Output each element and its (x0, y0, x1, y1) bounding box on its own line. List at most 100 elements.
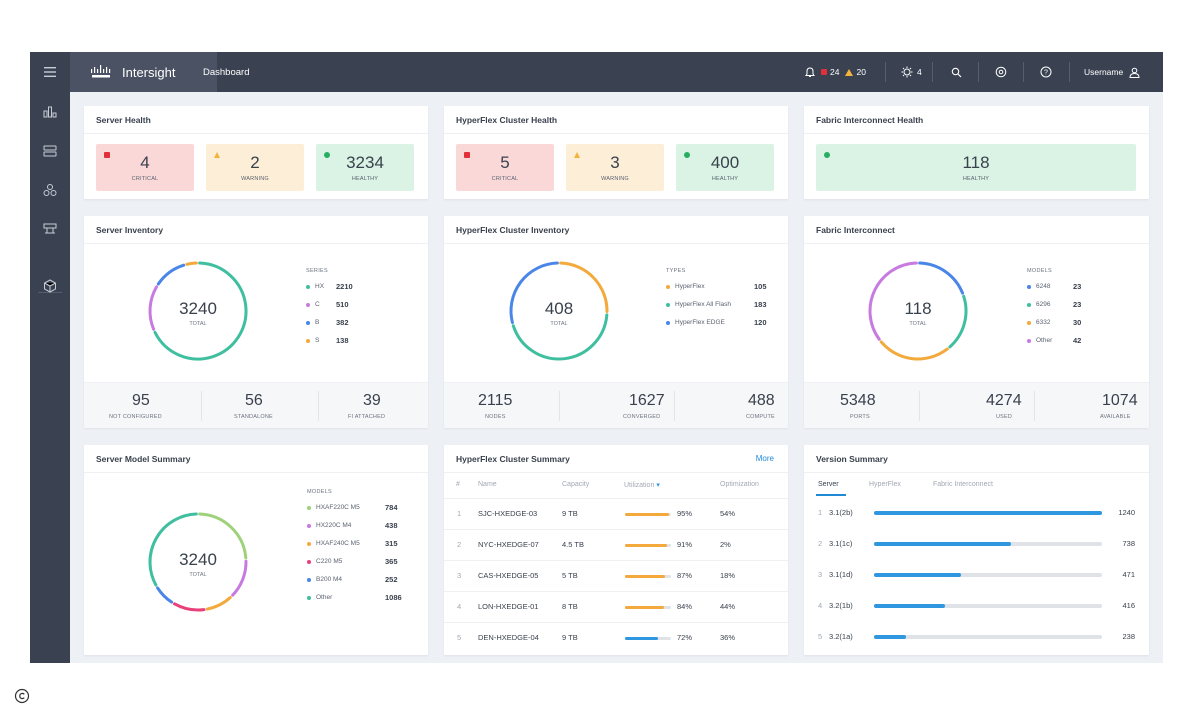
hx-critical-tile[interactable]: 5 CRITICAL (456, 144, 554, 191)
legend-item[interactable]: 6248 23 (1027, 282, 1093, 301)
server-healthy-tile[interactable]: 3234 HEALTHY (316, 144, 414, 191)
col-header-name[interactable]: Name (478, 481, 497, 488)
nav-servers-icon[interactable] (43, 144, 57, 158)
donut-segment[interactable] (879, 340, 949, 361)
legend-item[interactable]: 6332 30 (1027, 318, 1093, 337)
legend-item[interactable]: HX220C M4 438 (307, 521, 407, 540)
user-menu[interactable]: Username (1084, 52, 1140, 92)
version-row[interactable]: 4 3.2(1b) 416 (804, 591, 1149, 622)
version-bar (874, 542, 1102, 546)
donut-segment[interactable] (948, 294, 968, 349)
legend-item[interactable]: HXAF240C M5 315 (307, 539, 407, 558)
legend-item[interactable]: 6296 23 (1027, 300, 1093, 319)
version-row[interactable]: 3 3.1(1d) 471 (804, 560, 1149, 591)
hx-warning-tile[interactable]: 3 WARNING (566, 144, 664, 191)
nav-devices-icon[interactable] (43, 279, 57, 293)
donut-segment[interactable] (153, 261, 248, 361)
stat-label: AVAILABLE (1100, 414, 1131, 420)
nav-dashboard-icon[interactable] (43, 105, 57, 119)
utilization-bar-fill (625, 513, 669, 516)
donut-segment[interactable] (868, 261, 918, 341)
donut-segment[interactable] (172, 602, 206, 612)
brand[interactable]: Intersight (70, 52, 217, 92)
donut-segment[interactable] (185, 261, 198, 266)
search-button[interactable] (951, 52, 962, 92)
donut-segment[interactable] (205, 596, 232, 611)
legend-label: 6332 (1036, 319, 1051, 326)
legend-item[interactable]: Other 1086 (307, 593, 407, 612)
col-header-utilization[interactable]: Utilization ▾ (624, 481, 660, 489)
hx-inventory-donut[interactable]: 408 TOTAL (507, 259, 611, 363)
nodes-stat[interactable]: 2115 NODES (444, 383, 559, 429)
version-row[interactable]: 2 3.1(1c) 738 (804, 529, 1149, 560)
not-configured-stat[interactable]: 95 NOT CONFIGURED (84, 383, 199, 429)
hx-critical-value: 5 (500, 153, 510, 172)
menu-button[interactable] (30, 52, 70, 92)
donut-segment[interactable] (918, 261, 965, 295)
legend-item[interactable]: B200 M4 252 (307, 575, 407, 594)
legend-item[interactable]: HyperFlex All Flash 183 (666, 300, 774, 319)
table-row[interactable]: 3 CAS-HXEDGE-05 5 TB 87% 18% (444, 560, 788, 591)
legend-item[interactable]: HyperFlex 105 (666, 282, 774, 301)
version-name: 3.2(1b) (829, 601, 853, 610)
fi-inventory-donut[interactable]: 118 TOTAL (866, 259, 970, 363)
donut-segment[interactable] (509, 261, 559, 325)
legend-item[interactable]: B 382 (306, 318, 372, 337)
nav-clusters-icon[interactable] (43, 183, 57, 197)
donut-segment[interactable] (148, 512, 198, 587)
table-row[interactable]: 4 LON-HXEDGE-01 8 TB 84% 44% (444, 591, 788, 622)
donut-segment[interactable] (156, 586, 174, 604)
brand-name: Intersight (122, 64, 176, 80)
col-header-capacity[interactable]: Capacity (562, 481, 590, 488)
compute-stat[interactable]: 488 COMPUTE (674, 383, 788, 429)
row-index: 4 (818, 601, 823, 610)
donut-segment[interactable] (198, 512, 248, 560)
tab-fabric-interconnect[interactable]: Fabric Interconnect (933, 481, 993, 488)
donut-segment[interactable] (148, 285, 159, 331)
legend-item[interactable]: C220 M5 365 (307, 557, 407, 576)
more-link[interactable]: More (755, 454, 774, 463)
legend-item[interactable]: HXAF220C M5 784 (307, 503, 407, 522)
fi-healthy-tile[interactable]: 118 HEALTHY (816, 144, 1136, 191)
legend-value: 105 (754, 282, 767, 291)
card-title: Server Inventory (96, 225, 164, 235)
version-row[interactable]: 1 3.1(2b) 1240 (804, 498, 1149, 529)
hx-healthy-tile[interactable]: 400 HEALTHY (676, 144, 774, 191)
fi-attached-stat[interactable]: 39 FI ATTACHED (318, 383, 428, 429)
col-header-optimization[interactable]: Optimization (720, 481, 759, 488)
donut-segment[interactable] (511, 313, 609, 361)
tab-server[interactable]: Server (818, 481, 839, 488)
alarms-button[interactable]: 24 20 (805, 52, 866, 92)
table-row[interactable]: 5 DEN-HXEDGE-04 9 TB 72% 36% (444, 622, 788, 653)
donut-segment[interactable] (231, 559, 248, 597)
table-row[interactable]: 1 SJC-HXEDGE-03 9 TB 95% 54% (444, 498, 788, 529)
used-stat[interactable]: 4274 USED (919, 383, 1034, 429)
settings-button[interactable] (995, 52, 1007, 92)
legend-item[interactable]: HX 2210 (306, 282, 372, 301)
standalone-stat[interactable]: 56 STANDALONE (201, 383, 318, 429)
server-inventory-donut[interactable]: 3240 TOTAL (146, 259, 250, 363)
app-window: Intersight Dashboard 24 20 4 ? Usernam (30, 52, 1163, 663)
legend-item[interactable]: Other 42 (1027, 336, 1093, 355)
legend-item[interactable]: S 138 (306, 336, 372, 355)
available-stat[interactable]: 1074 AVAILABLE (1034, 383, 1149, 429)
requests-button[interactable]: 4 (901, 52, 922, 92)
legend-item[interactable]: HyperFlex EDGE 120 (666, 318, 774, 337)
donut-segment[interactable] (559, 261, 609, 314)
help-button[interactable]: ? (1040, 52, 1052, 92)
requests-icon (901, 66, 913, 78)
table-row[interactable]: 2 NYC-HXEDGE-07 4.5 TB 91% 2% (444, 529, 788, 560)
version-row[interactable]: 5 3.2(1a) 238 (804, 622, 1149, 653)
ports-stat[interactable]: 5348 PORTS (804, 383, 919, 429)
server-critical-tile[interactable]: 4 CRITICAL (96, 144, 194, 191)
tab-hyperflex[interactable]: HyperFlex (869, 481, 901, 488)
server-warning-tile[interactable]: 2 WARNING (206, 144, 304, 191)
breadcrumb-dashboard[interactable]: Dashboard (203, 67, 250, 78)
nav-fabric-icon[interactable] (43, 222, 57, 236)
legend-title: MODELS (1027, 268, 1053, 274)
donut-segment[interactable] (156, 263, 186, 286)
server-model-donut[interactable]: 3240 TOTAL (146, 510, 250, 614)
legend-value: 382 (336, 318, 349, 327)
legend-item[interactable]: C 510 (306, 300, 372, 319)
converged-stat[interactable]: 1627 CONVERGED (559, 383, 674, 429)
